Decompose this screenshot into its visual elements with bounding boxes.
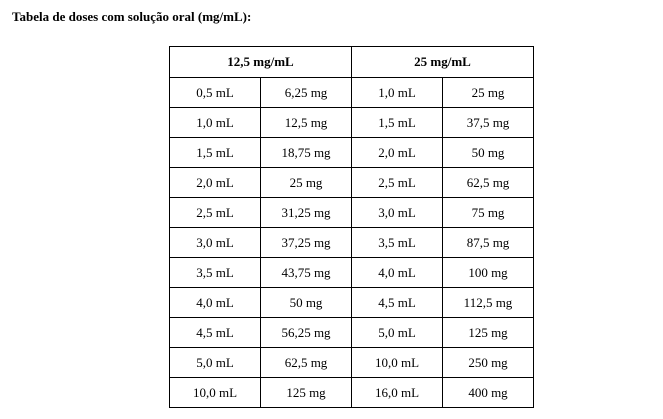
table-cell: 3,0 mL: [351, 197, 443, 228]
table-cell: 43,75 mg: [260, 257, 352, 288]
table-cell: 50 mg: [442, 137, 534, 168]
table-row: 5,0 mL 62,5 mg 10,0 mL 250 mg: [169, 347, 534, 378]
table-cell: 2,0 mL: [351, 137, 443, 168]
table-cell: 2,5 mL: [169, 197, 261, 228]
table-cell: 37,5 mg: [442, 107, 534, 138]
table-cell: 87,5 mg: [442, 227, 534, 258]
table-cell: 4,5 mL: [351, 287, 443, 318]
table-cell: 112,5 mg: [442, 287, 534, 318]
table-cell: 18,75 mg: [260, 137, 352, 168]
table-cell: 1,5 mL: [351, 107, 443, 138]
table-cell: 5,0 mL: [169, 347, 261, 378]
table-cell: 4,0 mL: [351, 257, 443, 288]
table-cell: 12,5 mg: [260, 107, 352, 138]
dose-table: 12,5 mg/mL 25 mg/mL 0,5 mL 6,25 mg 1,0 mL 25…: [169, 46, 534, 408]
table-cell: 125 mg: [442, 317, 534, 348]
table-cell: 2,0 mL: [169, 167, 261, 198]
table-row: 1,5 mL 18,75 mg 2,0 mL 50 mg: [169, 137, 534, 168]
table-cell: 16,0 mL: [351, 377, 443, 408]
table-cell: 1,0 mL: [169, 107, 261, 138]
table-cell: 37,25 mg: [260, 227, 352, 258]
table-cell: 6,25 mg: [260, 77, 352, 108]
table-row: 2,0 mL 25 mg 2,5 mL 62,5 mg: [169, 167, 534, 198]
table-cell: 10,0 mL: [351, 347, 443, 378]
table-cell: 400 mg: [442, 377, 534, 408]
table-cell: 4,0 mL: [169, 287, 261, 318]
table-cell: 5,0 mL: [351, 317, 443, 348]
table-cell: 3,0 mL: [169, 227, 261, 258]
table-row: 0,5 mL 6,25 mg 1,0 mL 25 mg: [169, 77, 534, 108]
table-cell: 62,5 mg: [442, 167, 534, 198]
table-row: 4,5 mL 56,25 mg 5,0 mL 125 mg: [169, 317, 534, 348]
table-row: 10,0 mL 125 mg 16,0 mL 400 mg: [169, 377, 534, 408]
table-cell: 125 mg: [260, 377, 352, 408]
header-row: 12,5 mg/mL 25 mg/mL: [169, 46, 534, 78]
table-cell: 62,5 mg: [260, 347, 352, 378]
title: Tabela de doses com solução oral (mg/mL)…: [12, 9, 252, 24]
table-cell: 1,0 mL: [351, 77, 443, 108]
table-cell: 56,25 mg: [260, 317, 352, 348]
table-cell: 10,0 mL: [169, 377, 261, 408]
table-cell: 3,5 mL: [169, 257, 261, 288]
table-cell: 25 mg: [260, 167, 352, 198]
table-row: 3,0 mL 37,25 mg 3,5 mL 87,5 mg: [169, 227, 534, 258]
table-cell: 250 mg: [442, 347, 534, 378]
table-cell: 0,5 mL: [169, 77, 261, 108]
table-body: 0,5 mL 6,25 mg 1,0 mL 25 mg 1,0 mL 12,5 mg 1,5…: [169, 77, 534, 408]
table-row: 3,5 mL 43,75 mg 4,0 mL 100 mg: [169, 257, 534, 288]
table-cell: 31,25 mg: [260, 197, 352, 228]
table-cell: 50 mg: [260, 287, 352, 318]
column-header: 12,5 mg/mL: [169, 46, 352, 78]
table-row: 4,0 mL 50 mg 4,5 mL 112,5 mg: [169, 287, 534, 318]
table-cell: 3,5 mL: [351, 227, 443, 258]
table-cell: 25 mg: [442, 77, 534, 108]
table-row: 2,5 mL 31,25 mg 3,0 mL 75 mg: [169, 197, 534, 228]
table-cell: 100 mg: [442, 257, 534, 288]
table-cell: 1,5 mL: [169, 137, 261, 168]
table-cell: 2,5 mL: [351, 167, 443, 198]
table-row: 1,0 mL 12,5 mg 1,5 mL 37,5 mg: [169, 107, 534, 138]
column-header: 25 mg/mL: [351, 46, 534, 78]
table-cell: 4,5 mL: [169, 317, 261, 348]
table-cell: 75 mg: [442, 197, 534, 228]
